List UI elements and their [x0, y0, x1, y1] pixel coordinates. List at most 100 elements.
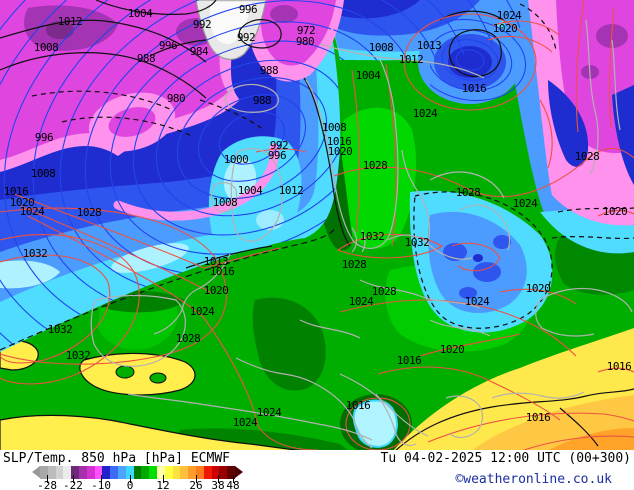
- isobar-label: 1024: [497, 9, 522, 22]
- colorbar-swatch: [94, 466, 103, 479]
- colorbar-tick-mark: [130, 475, 132, 483]
- isobar-label: 996: [268, 149, 286, 162]
- isobar-label: 1016: [607, 360, 632, 373]
- colorbar-right-arrow-icon: [235, 466, 243, 478]
- colorbar-swatch: [110, 466, 118, 479]
- colorbar-swatch: [78, 466, 87, 479]
- colorbar-tick-mark: [218, 475, 220, 483]
- isobar-label: 996: [239, 3, 257, 16]
- colorbar-swatch: [133, 466, 142, 479]
- colorbar-swatch: [164, 466, 173, 479]
- isobar-label: 1020: [328, 145, 353, 158]
- colorbar-swatch: [40, 466, 48, 479]
- colorbar-swatches: [40, 466, 235, 479]
- isobar-label: 1020: [10, 196, 35, 209]
- isobar-label: 992: [193, 18, 211, 31]
- isobar-label: 1012: [58, 15, 83, 28]
- isobar-label: 988: [260, 64, 278, 77]
- colorbar-tick-mark: [233, 475, 235, 483]
- isobar-label: 1008: [31, 167, 56, 180]
- isobar-label: 1028: [77, 206, 102, 219]
- isobar-label: 1020: [493, 22, 518, 35]
- isobar-label: 1028: [176, 332, 201, 345]
- colorbar-swatch: [227, 466, 235, 479]
- colorbar-swatch: [219, 466, 228, 479]
- colorbar-tick-mark: [196, 475, 197, 483]
- isobar-label: 1020: [440, 343, 465, 356]
- isobar-label: 1024: [20, 205, 45, 218]
- isobar-label: 996: [35, 131, 53, 144]
- isobar-label: 1000: [224, 153, 249, 166]
- copyright-watermark: ©weatheronline.co.uk: [455, 472, 612, 487]
- colorbar-left-arrow-icon: [32, 466, 40, 478]
- map-area: 1012 1008 1004 996 992 984 988 996 992 972 980 988 9…: [0, 0, 634, 452]
- temperature-colorbar: -28 -22 -10 0 12 26 38 48: [32, 466, 243, 490]
- colorbar-swatch: [125, 466, 134, 479]
- isobar-label: 988: [253, 94, 271, 107]
- isobar-label: 1004: [238, 184, 263, 197]
- coastlines: [90, 19, 633, 449]
- isobar-label: 1016: [526, 411, 551, 424]
- colorbar-tick-mark: [101, 475, 103, 483]
- colorbar-tick-label: 38: [211, 479, 225, 490]
- isobar-label: 1020: [204, 284, 229, 297]
- colorbar-swatch: [63, 466, 72, 479]
- isobar-label: 1016: [210, 265, 235, 278]
- isobar-label: 988: [137, 52, 155, 65]
- colorbar-swatch: [141, 466, 150, 479]
- isobar-label: 1028: [456, 186, 481, 199]
- isobar-label: 1016: [346, 399, 371, 412]
- isobar-label: 1004: [128, 7, 153, 20]
- isobar-label: 1032: [48, 323, 73, 336]
- isobar-label: 1024: [190, 305, 215, 318]
- colorbar-swatch: [188, 466, 196, 479]
- temperature-fill-layer: [0, 0, 634, 452]
- isobar-label: 1008: [34, 41, 59, 54]
- isobar-label: 972: [297, 24, 315, 37]
- forecast-datetime: Tu 04-02-2025 12:00 UTC (00+300): [380, 451, 631, 466]
- colorbar-tick-label: -10: [91, 479, 111, 490]
- isobar-label: 1028: [575, 150, 600, 163]
- colorbar-swatch: [86, 466, 95, 479]
- isobar-label: 1020: [603, 205, 628, 218]
- isobar-label: 1016: [4, 185, 29, 198]
- isobar-label: 1028: [342, 258, 367, 271]
- isobar-label: 1024: [413, 107, 438, 120]
- colorbar-swatch: [156, 466, 165, 479]
- map-title: SLP/Temp. 850 hPa [hPa] ECMWF: [3, 451, 230, 466]
- isobar-label: 1012: [399, 53, 424, 66]
- colorbar-tick-label: 48: [226, 479, 240, 490]
- isobar-contours-blue-ne: [430, 18, 527, 102]
- isobar-label: 984: [190, 45, 209, 58]
- isobar-label: 1016: [327, 135, 352, 148]
- colorbar-swatch: [55, 466, 64, 479]
- colorbar-swatch: [203, 466, 212, 479]
- colorbar-tick-label: 26: [189, 479, 203, 490]
- colorbar-swatch: [149, 466, 157, 479]
- isobar-label: 1013: [417, 39, 442, 52]
- isobar-label: 1032: [23, 247, 48, 260]
- isobar-labels: 1012100810049969929849889969929729809889…: [4, 3, 632, 429]
- isobar-label: 980: [167, 92, 185, 105]
- isobar-label: 996: [159, 39, 177, 52]
- colorbar-tick-label: -28: [37, 479, 57, 490]
- isobar-label: 1024: [465, 295, 490, 308]
- colorbar-swatch: [117, 466, 126, 479]
- isobar-label: 1008: [369, 41, 394, 54]
- colorbar-swatch: [172, 466, 181, 479]
- isobar-label: 992: [270, 139, 288, 152]
- isobar-label: 1032: [405, 236, 430, 249]
- isobar-label: 1024: [233, 416, 258, 429]
- isobar-contours-black: [0, 0, 634, 452]
- colorbar-swatch: [180, 466, 189, 479]
- colorbar-tick-mark: [163, 475, 165, 483]
- legend-band: SLP/Temp. 850 hPa [hPa] ECMWF Tu 04-02-2…: [0, 450, 634, 490]
- isobar-label: 1032: [66, 349, 91, 362]
- colorbar-tick-mark: [72, 475, 74, 483]
- colorbar-tick-label: 0: [126, 479, 134, 490]
- isobar-label: 1024: [349, 295, 374, 308]
- isobar-label: 992: [237, 31, 255, 44]
- colorbar-swatch: [71, 466, 79, 479]
- isobar-label: 1032: [360, 230, 385, 243]
